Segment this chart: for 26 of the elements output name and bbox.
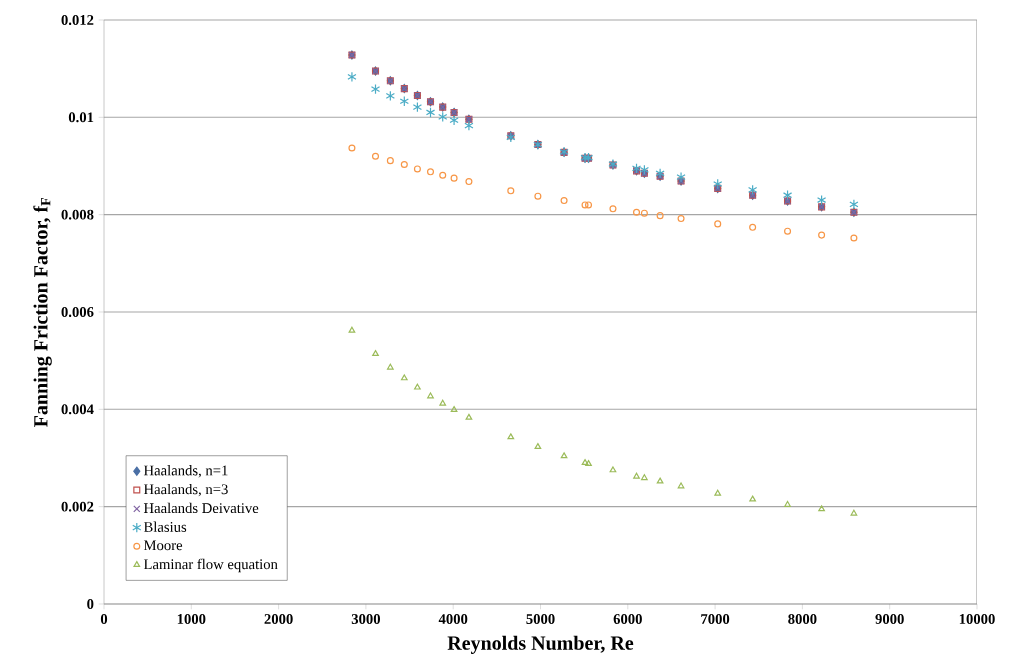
legend-label: Haalands, n=1 bbox=[143, 465, 228, 478]
y-axis-title: Fanning Friction Factor, f$_{F}$ bbox=[33, 197, 52, 427]
y-tick-label: 0 bbox=[87, 599, 94, 609]
x-tick-label: 9000 bbox=[875, 614, 904, 624]
x-tick-label: 5000 bbox=[526, 614, 555, 624]
y-tick-label: 0.002 bbox=[61, 501, 94, 512]
y-tick-label: 0.008 bbox=[61, 209, 94, 220]
legend-label: Haalands, n=3 bbox=[143, 483, 228, 497]
y-tick-label: 0.01 bbox=[68, 112, 94, 123]
y-tick-label: 0.004 bbox=[61, 404, 94, 415]
legend-label: Moore bbox=[143, 540, 183, 551]
legend-label: Blasius bbox=[143, 521, 187, 532]
x-axis-title: Reynolds Number, Re bbox=[447, 635, 634, 654]
x-tick-label: 8000 bbox=[788, 614, 817, 624]
x-tick-label: 4000 bbox=[438, 614, 468, 624]
y-tick-label: 0.006 bbox=[61, 307, 94, 317]
x-tick-label: 6000 bbox=[613, 614, 642, 624]
x-tick-label: 1000 bbox=[177, 614, 206, 624]
y-tick-label: 0.012 bbox=[61, 15, 94, 25]
x-tick-label: 10000 bbox=[959, 614, 995, 624]
legend-label: Haalands Deivative bbox=[143, 502, 259, 514]
x-tick-label: 7000 bbox=[701, 614, 730, 624]
x-tick-label: 3000 bbox=[351, 614, 381, 624]
legend-label: Laminar flow equation bbox=[143, 558, 278, 573]
x-tick-label: 2000 bbox=[264, 614, 293, 624]
x-tick-label: 0 bbox=[100, 614, 108, 624]
